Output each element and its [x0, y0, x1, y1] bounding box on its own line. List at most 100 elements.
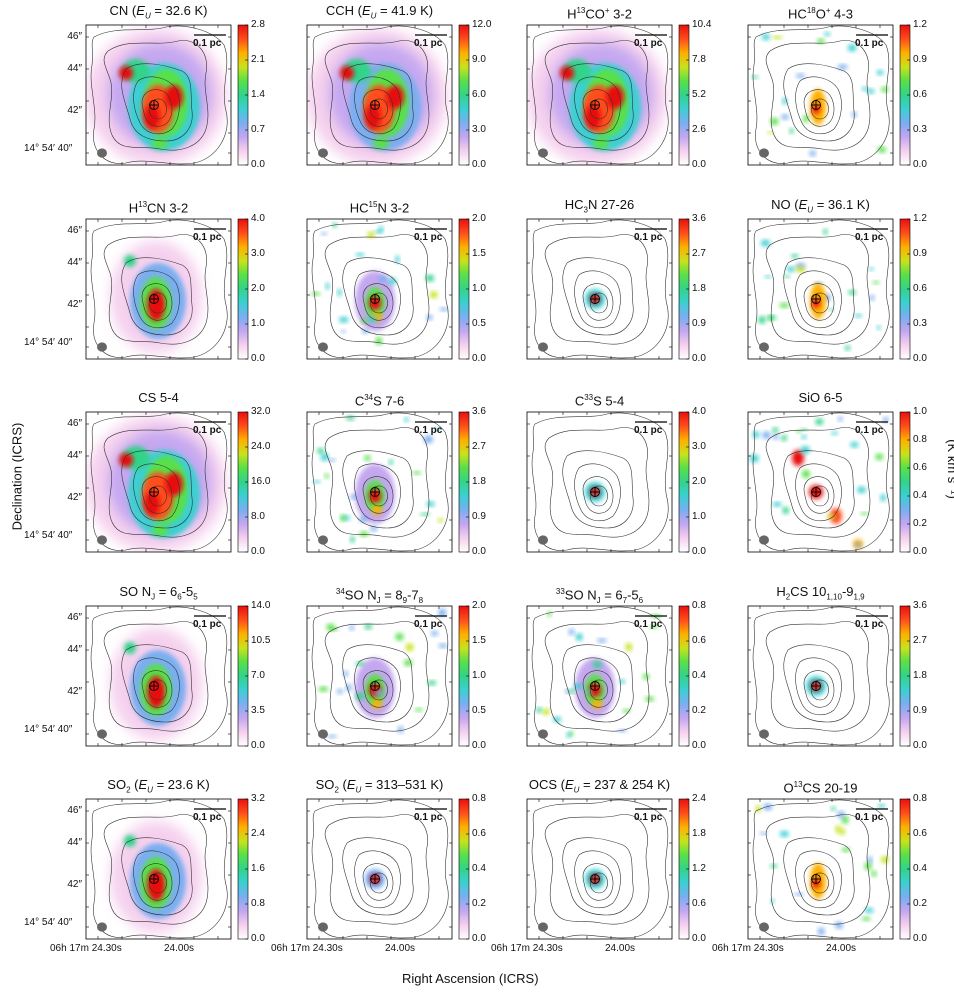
panel-title: HC18O+ 4-3 — [788, 6, 853, 22]
scale-bar-label: 0.1 pc — [414, 38, 443, 49]
scale-bar-label: 0.1 pc — [634, 38, 663, 49]
colorbar-tick-label: 0.0 — [472, 740, 486, 751]
colorbar-tick-label: 6.0 — [472, 89, 486, 100]
colorbar-tick-label: 0.0 — [692, 740, 706, 751]
contour — [544, 427, 650, 538]
contour — [370, 679, 388, 701]
colorbar-tick-label: 1.0 — [472, 670, 486, 681]
colorbar-tick-label: 0.0 — [472, 159, 486, 170]
scale-bar-label: 0.1 pc — [414, 425, 443, 436]
colorbar-tick-label: 1.5 — [472, 248, 486, 259]
contour — [803, 283, 835, 321]
beam-ellipse — [318, 148, 328, 158]
panel — [85, 411, 232, 553]
scale-bar-label: 0.1 pc — [193, 38, 222, 49]
colorbar-tick-label: 0.0 — [251, 159, 265, 170]
beam-ellipse — [538, 729, 548, 739]
contour — [370, 98, 388, 120]
plot-frame — [747, 605, 894, 747]
emission-map — [748, 25, 893, 165]
colorbar-tick-label: 0.6 — [692, 635, 706, 646]
panel — [306, 411, 453, 553]
panel-title: 33SO NJ = 67-56 — [555, 587, 644, 605]
scale-bar-label: 0.1 pc — [855, 619, 884, 630]
contour — [342, 63, 414, 142]
dec-tick-label: 42″ — [67, 492, 82, 503]
colorbar-tick-label: 2.7 — [472, 441, 486, 452]
contour — [141, 283, 173, 321]
contour — [133, 270, 180, 329]
panel — [526, 411, 673, 553]
contour — [803, 89, 835, 127]
colorbar-tick-label: 0.8 — [251, 898, 265, 909]
scale-bar-label: 0.1 pc — [414, 232, 443, 243]
scale-bar-label: 0.1 pc — [855, 232, 884, 243]
dec-tick-label: 44″ — [67, 63, 82, 74]
contour — [324, 40, 430, 151]
panel — [526, 218, 673, 360]
plot-frame — [306, 605, 453, 747]
contour — [765, 814, 871, 925]
contour — [149, 485, 167, 507]
beam-ellipse — [759, 535, 769, 545]
panel-title: H13CO+ 3-2 — [567, 6, 632, 22]
scale-bar-label: 0.1 pc — [855, 425, 884, 436]
panel-title: CN (EU = 32.6 K) — [109, 3, 208, 21]
colorbar-tick-label: 0.6 — [913, 828, 927, 839]
plot-frame — [747, 411, 894, 553]
colorbar-tick-label: 1.8 — [692, 828, 706, 839]
colorbar-tick-label: 7.0 — [251, 670, 265, 681]
colorbar-tick-label: 0.0 — [472, 546, 486, 557]
colorbar-tick-label: 0.0 — [692, 933, 706, 944]
panel-title: HC3N 27-26 — [564, 197, 635, 215]
emission-map — [307, 799, 452, 939]
plot-frame — [306, 798, 453, 940]
ra-tick-label: 24.00s — [164, 943, 195, 954]
contour — [765, 427, 871, 538]
contour — [354, 657, 401, 716]
dec-origin-label: 14° 54′ 40″ — [24, 917, 73, 928]
emission-map — [527, 219, 672, 359]
dec-origin-label: 14° 54′ 40″ — [24, 530, 73, 541]
colorbar-tick-label: 0.0 — [913, 353, 927, 364]
contour — [370, 292, 388, 314]
dec-tick-label: 46″ — [67, 225, 82, 236]
plot-frame — [85, 411, 232, 553]
beam-ellipse — [538, 342, 548, 352]
plot-frame — [526, 411, 673, 553]
plot-frame — [306, 411, 453, 553]
contour — [362, 476, 394, 514]
colorbar-tick-label: 3.2 — [251, 793, 265, 804]
dec-tick-label: 46″ — [67, 612, 82, 623]
contour — [811, 292, 829, 314]
contour — [783, 63, 855, 142]
colorbar-tick-label: 0.0 — [692, 159, 706, 170]
colorbar-tick-label: 8.0 — [251, 511, 265, 522]
colorbar-tick-label: 4.0 — [251, 213, 265, 224]
contour — [354, 850, 401, 909]
beam-ellipse — [759, 342, 769, 352]
colorbar-tick-label: 9.0 — [472, 54, 486, 65]
scale-bar-label: 0.1 pc — [414, 619, 443, 630]
colorbar-tick-label: 2.6 — [692, 124, 706, 135]
plot-frame — [747, 24, 894, 166]
contour — [544, 40, 650, 151]
contour — [342, 644, 414, 723]
contour — [811, 679, 829, 701]
colorbar — [899, 411, 911, 553]
contour — [562, 644, 634, 723]
emission-map — [86, 25, 231, 165]
contour — [582, 476, 614, 514]
colorbar-tick-label: 0.0 — [251, 546, 265, 557]
colorbar-tick-label: 1.0 — [472, 283, 486, 294]
contour — [765, 621, 871, 732]
contour — [562, 837, 634, 916]
beam-ellipse — [538, 148, 548, 158]
contour — [574, 657, 621, 716]
colorbar-tick-label: 1.0 — [251, 318, 265, 329]
colorbar-tick-label: 0.6 — [913, 283, 927, 294]
contour — [574, 850, 621, 909]
contour — [354, 76, 401, 135]
scale-bar-label: 0.1 pc — [855, 38, 884, 49]
